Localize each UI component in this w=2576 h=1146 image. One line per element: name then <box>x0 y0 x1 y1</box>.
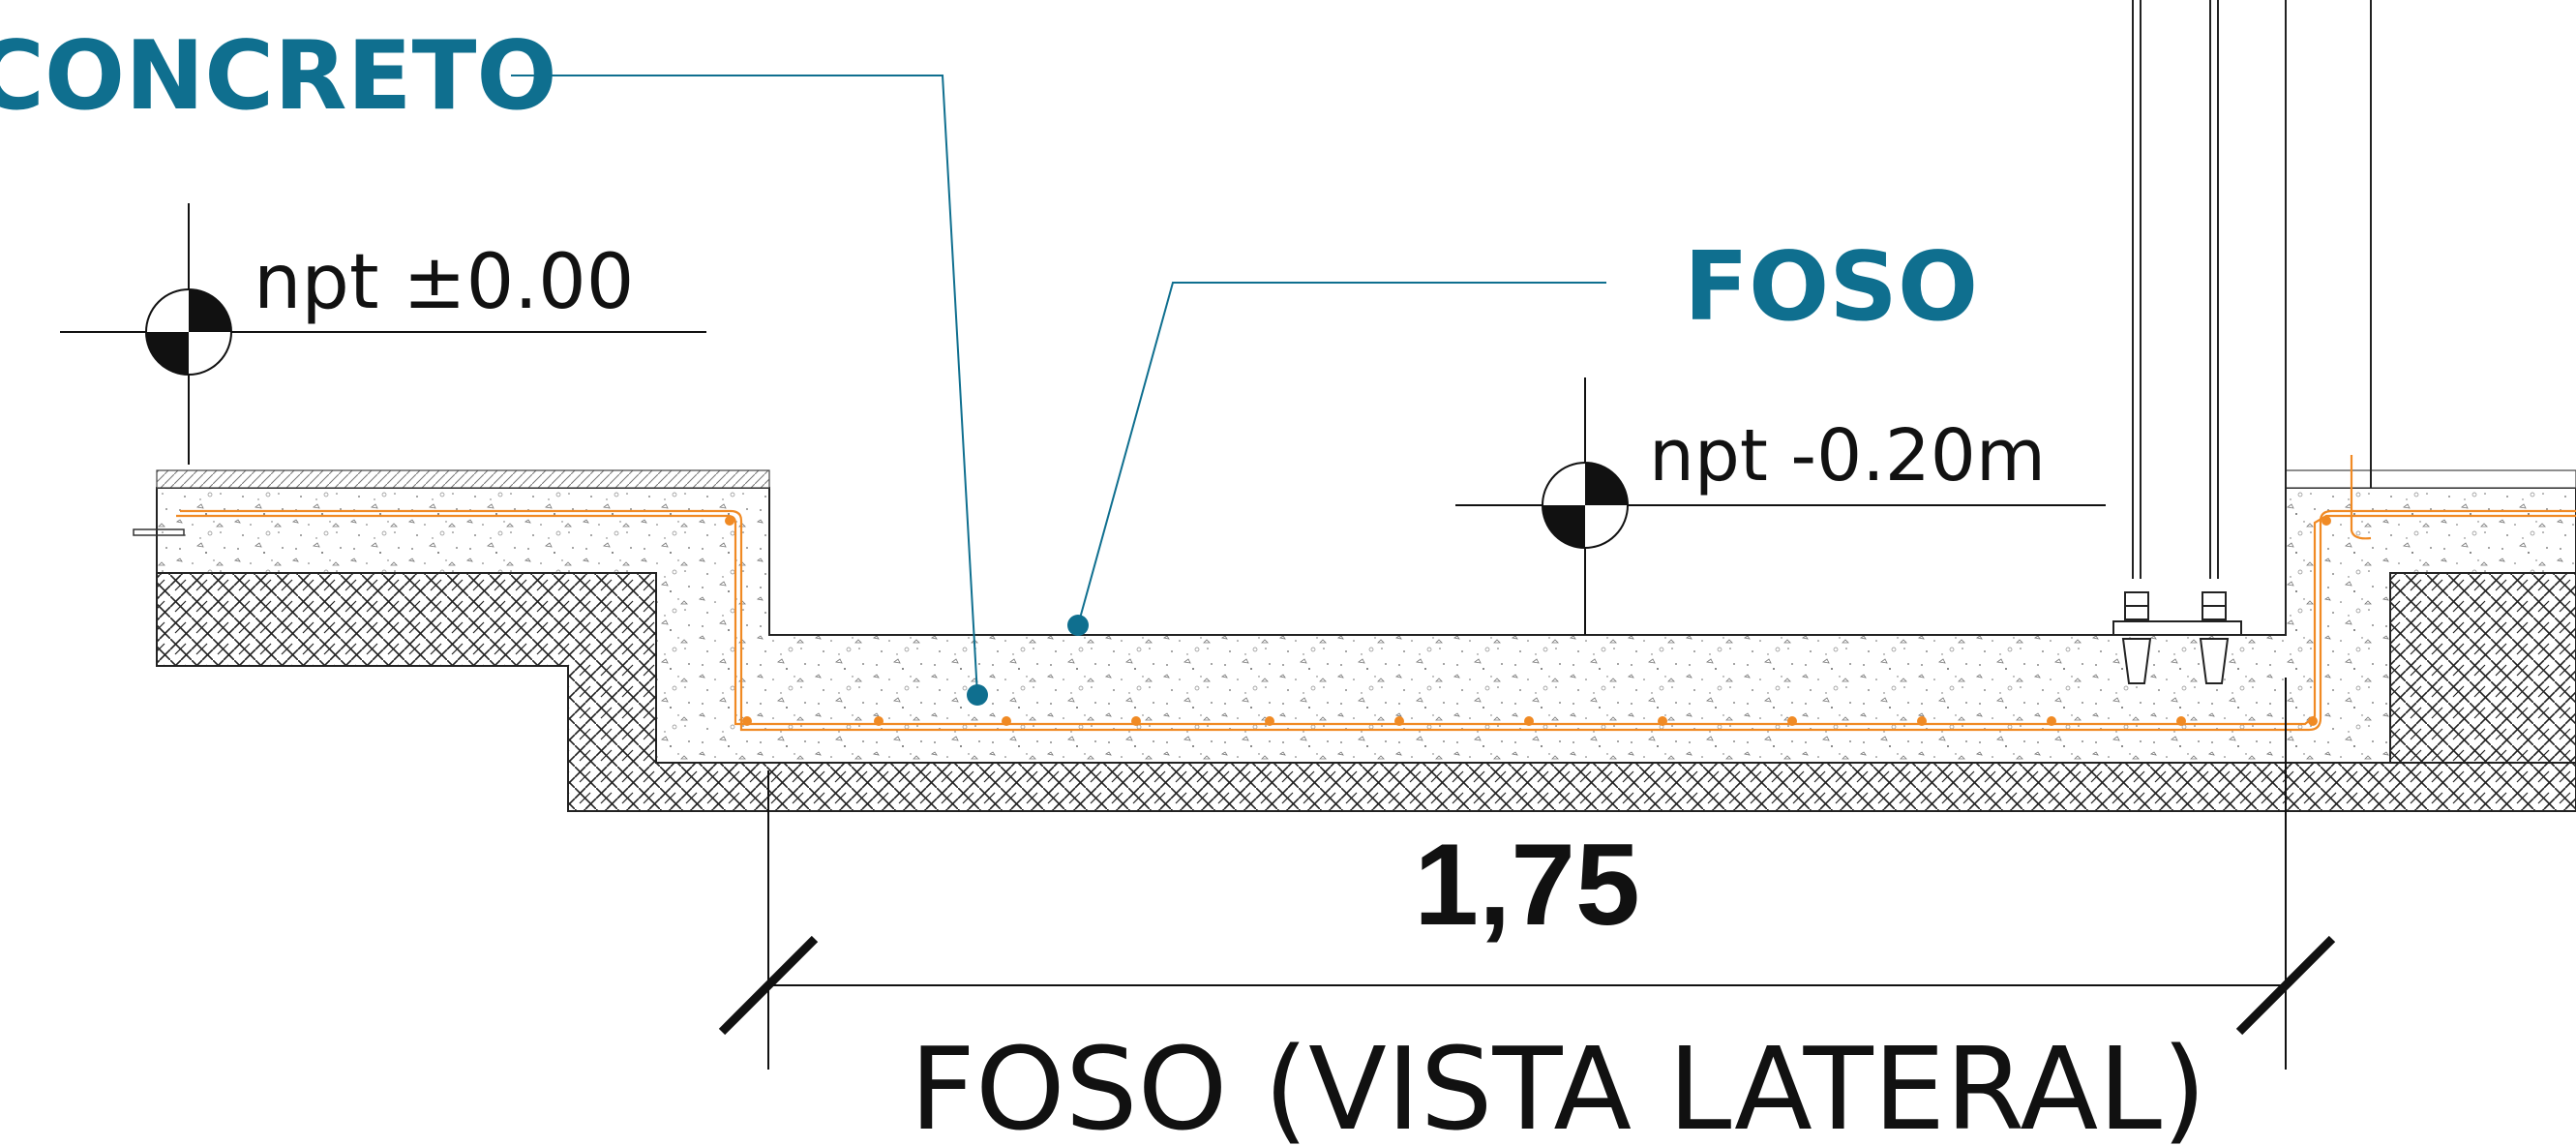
leader-concreto-dot <box>967 684 988 706</box>
column-post <box>2112 0 2372 684</box>
level-label-top: npt ±0.00 <box>254 239 634 326</box>
leader-concreto <box>511 75 978 696</box>
drawing-title: FOSO (VISTA LATERAL) <box>910 1022 2206 1146</box>
rebar-dots <box>725 516 2331 726</box>
edge-anchor <box>133 528 185 536</box>
dimension-value: 1,75 <box>1414 820 1640 950</box>
leader-foso-dot <box>1067 615 1089 636</box>
label-concreto: CONCRETO <box>0 21 557 132</box>
dimension-line <box>718 678 2336 1070</box>
label-foso: FOSO <box>1684 232 1978 343</box>
level-marker-top <box>60 203 706 465</box>
level-label-pit: npt -0.20m <box>1649 414 2046 498</box>
level-marker-pit <box>1455 377 2106 635</box>
leader-foso <box>1077 282 1606 626</box>
concrete-slab <box>156 469 2576 764</box>
